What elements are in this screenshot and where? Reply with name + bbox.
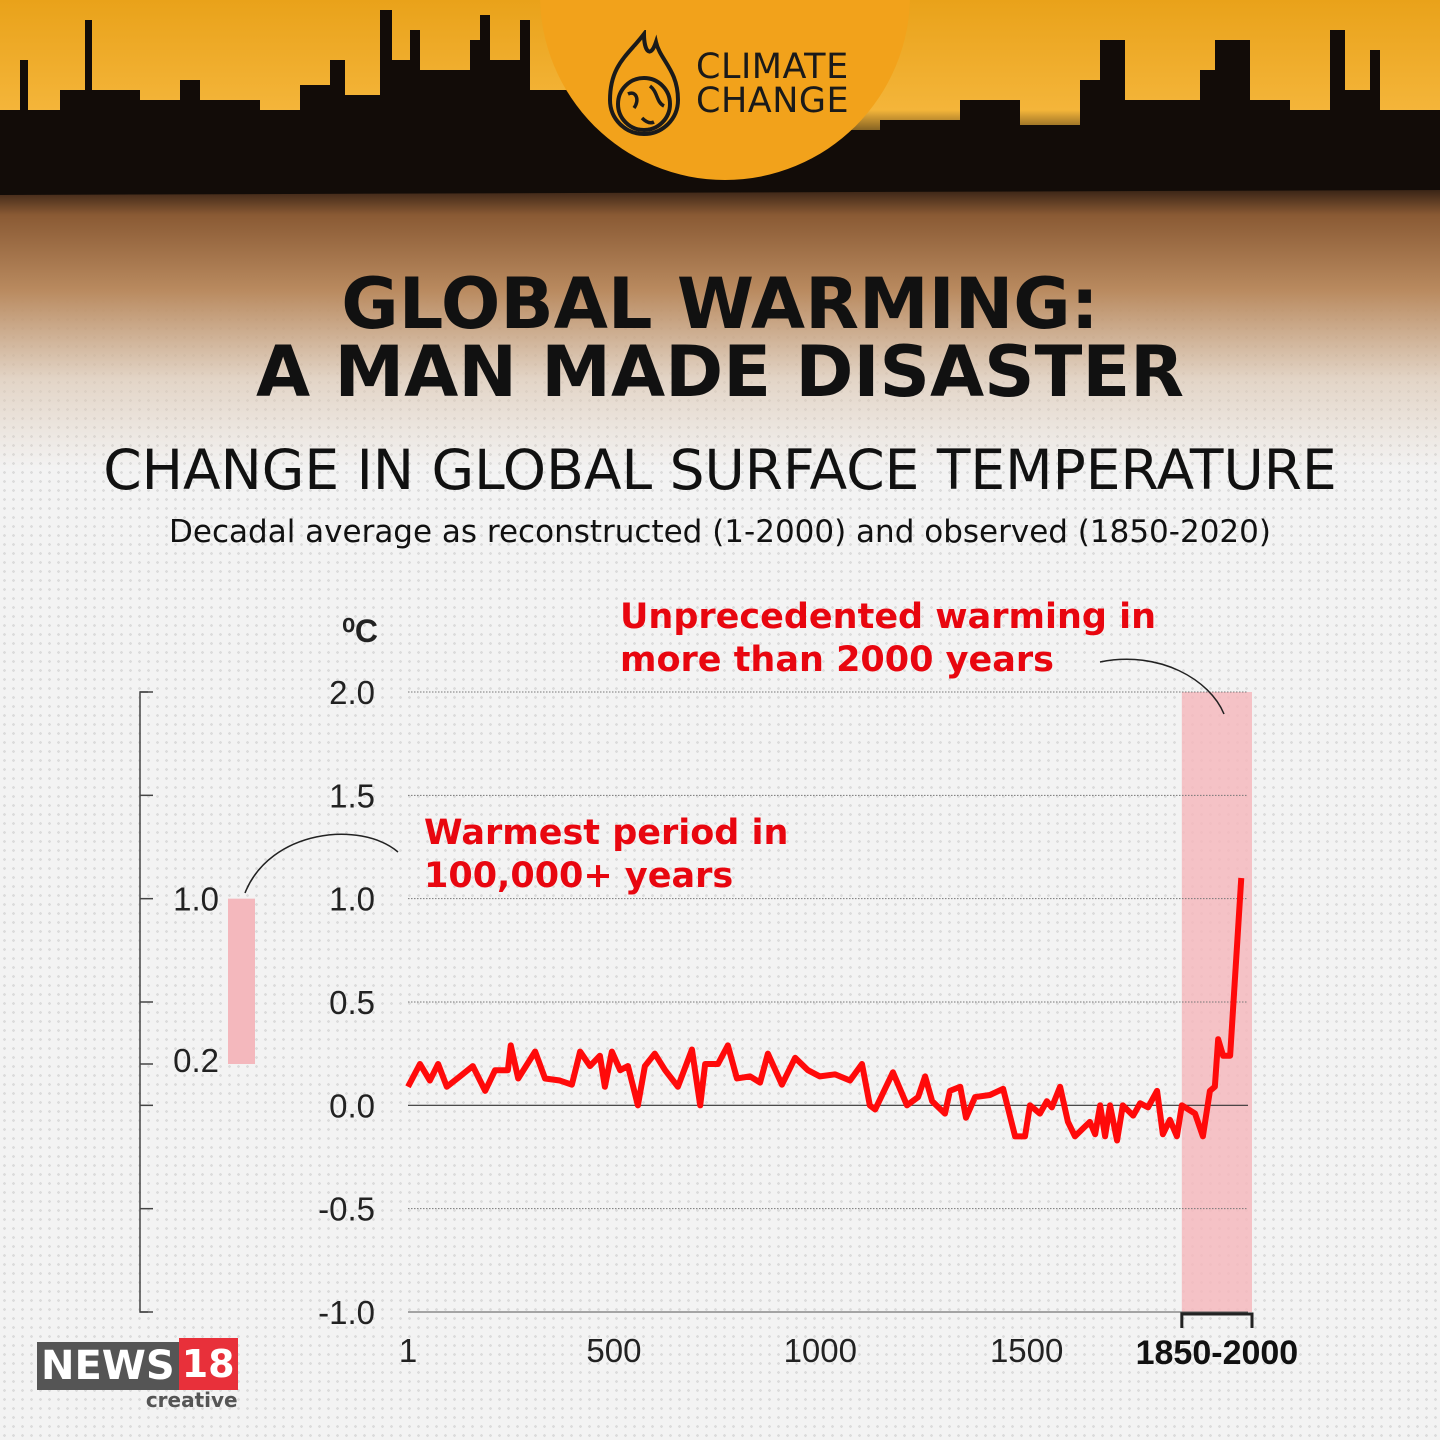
news18-creative-logo: NEWS 18 creative [37, 1338, 238, 1412]
page-title: GLOBAL WARMING: A MAN MADE DISASTER [0, 263, 1440, 413]
logo-18: 18 [178, 1338, 238, 1390]
chart-subtitle: Decadal average as reconstructed (1-2000… [169, 514, 1271, 550]
y-tick-label: 1.0 [329, 881, 375, 918]
y-tick-label: -0.5 [318, 1191, 375, 1228]
logo-creative: creative [145, 1388, 238, 1412]
x-tick-label: 1 [399, 1332, 417, 1369]
highlight-bracket [1180, 1312, 1254, 1328]
annotation-line: 100,000+ years [424, 856, 734, 896]
x-tick-label: 1500 [990, 1332, 1063, 1369]
temperature-series-line [405, 877, 1245, 1144]
title-line-2: A MAN MADE DISASTER [255, 331, 1185, 413]
annotation-line: Warmest period in [424, 813, 789, 853]
annotation-warmest: Warmest period in 100,000+ years [424, 812, 788, 898]
side-scale-label: 0.2 [173, 1042, 219, 1079]
callout-unprecedented [1099, 658, 1225, 715]
logo-text-climate: CLIMATE [696, 47, 849, 87]
y-tick-label: 0.0 [329, 1087, 375, 1124]
flaming-globe-icon [607, 30, 681, 136]
header-background: CLIMATE CHANGE GLOBAL WARMING: A MAN MAD… [0, 0, 1440, 470]
callout-warmest [244, 833, 399, 894]
y-tick-label: 0.5 [329, 984, 375, 1021]
annotation-line: more than 2000 years [620, 640, 1054, 680]
x-tick-label: 500 [586, 1332, 641, 1369]
x-tick-label-highlight: 1850-2000 [1136, 1334, 1299, 1372]
side-scale-range-bar [228, 898, 255, 1064]
annotation-unprecedented: Unprecedented warming in more than 2000 … [620, 596, 1156, 682]
y-tick-label: -1.0 [318, 1294, 375, 1331]
x-tick-label: 1000 [784, 1332, 857, 1369]
y-tick-label: 2.0 [329, 674, 375, 711]
title-line-1: GLOBAL WARMING: [341, 263, 1099, 345]
annotation-line: Unprecedented warming in [620, 597, 1157, 637]
logo-news: NEWS [37, 1342, 179, 1390]
y-tick-label: 1.5 [329, 777, 375, 814]
logo-text-change: CHANGE [696, 81, 850, 121]
chart-title: CHANGE IN GLOBAL SURFACE TEMPERATURE [103, 438, 1337, 502]
y-axis-unit: ⁰C [342, 613, 378, 649]
side-scale-label: 1.0 [173, 881, 219, 918]
